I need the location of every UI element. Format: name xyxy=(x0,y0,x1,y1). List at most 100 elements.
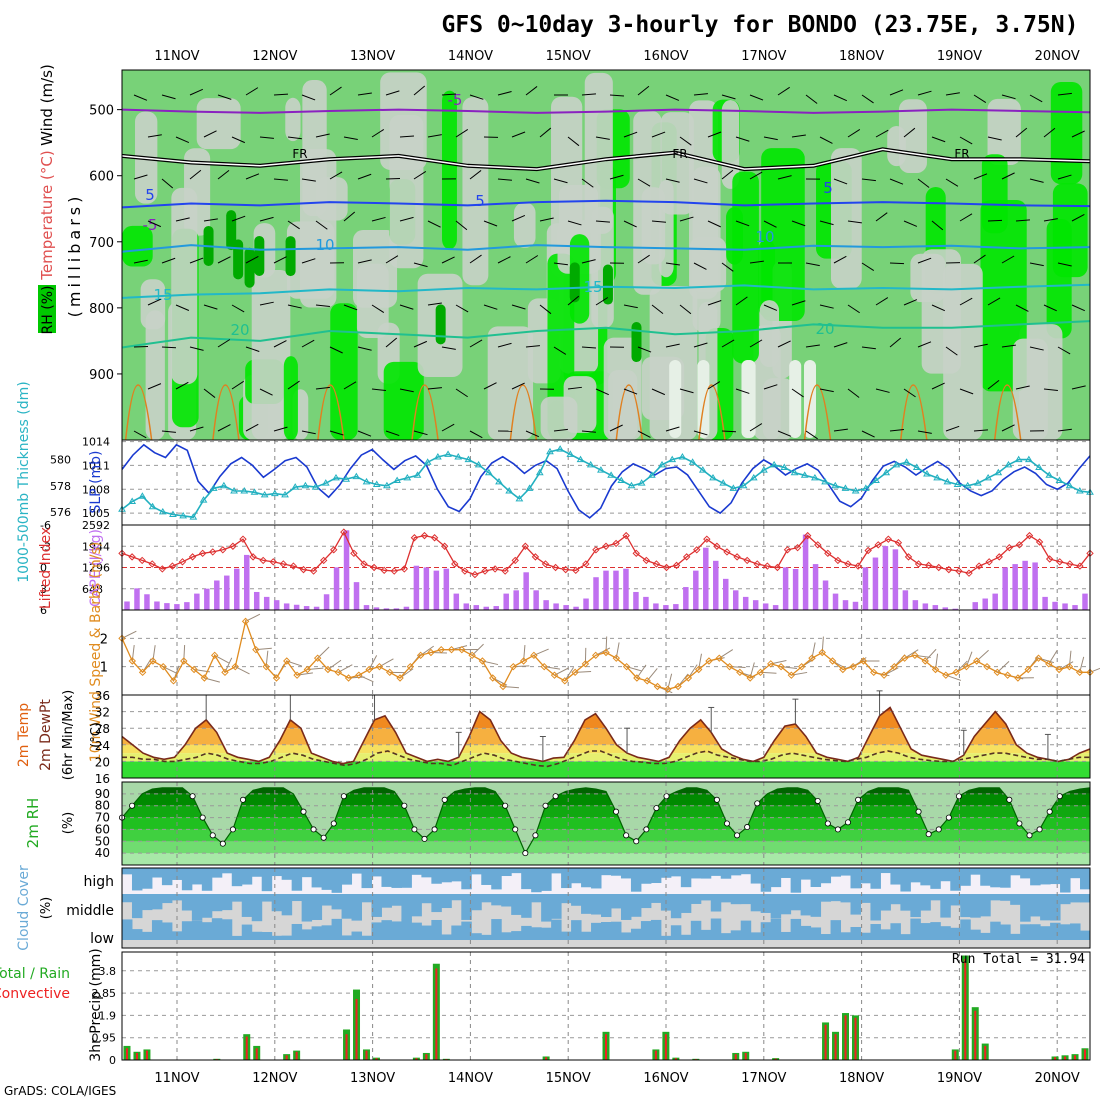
cloud-low-cell xyxy=(551,919,562,940)
wind-speed-marker xyxy=(674,682,682,691)
wind-barb xyxy=(483,220,498,227)
thickness-marker xyxy=(209,484,218,491)
wind-barb xyxy=(651,304,664,315)
thickness-marker xyxy=(963,481,972,489)
wind-speed-marker xyxy=(375,662,384,671)
cloud-high-cell xyxy=(161,868,173,886)
wind-barb xyxy=(371,304,385,313)
cape-bar xyxy=(204,588,210,610)
thickness-marker xyxy=(994,468,1003,476)
thickness-marker xyxy=(1045,471,1054,478)
wind-barb xyxy=(1001,255,1015,264)
wind-barb xyxy=(1071,130,1085,138)
cloud-mid-cell xyxy=(840,894,851,903)
cloud-mid-cell xyxy=(591,894,602,915)
cloud-mid-cell xyxy=(750,894,762,912)
wind-barb xyxy=(679,216,694,222)
wind-speed-marker xyxy=(787,671,796,679)
rh-region xyxy=(689,237,727,292)
li-marker xyxy=(471,570,479,579)
cloud-low-cell xyxy=(211,918,223,940)
cloud-high-cell xyxy=(890,868,901,885)
thickness-marker xyxy=(281,490,289,498)
thickness-marker xyxy=(851,487,860,494)
rh-region xyxy=(1012,338,1048,440)
wind-barb xyxy=(203,130,217,138)
cloud-high-cell xyxy=(610,868,622,876)
wind-barb xyxy=(973,254,986,264)
wind-speed-marker xyxy=(355,671,363,679)
rh-region xyxy=(462,97,489,286)
cloud-mid-cell xyxy=(700,894,712,901)
cloud-high-cell xyxy=(880,868,891,874)
wind-barb xyxy=(273,426,288,432)
wind-barb xyxy=(301,94,316,101)
li-marker xyxy=(440,542,449,550)
cloud-high-cell xyxy=(441,868,452,883)
cloud-mid-cell xyxy=(980,894,991,917)
wind-barb xyxy=(581,93,596,96)
cloud-low-cell xyxy=(181,921,193,940)
cloud-high-cell xyxy=(850,868,861,889)
precip-convective-bar xyxy=(824,1024,827,1060)
wind-speed-marker xyxy=(715,654,723,662)
wind-barb xyxy=(959,136,973,145)
wind-speed-marker xyxy=(241,617,250,626)
li-marker xyxy=(168,562,177,570)
li-marker xyxy=(319,556,328,565)
wind-speed-marker xyxy=(210,651,219,660)
li-marker xyxy=(622,531,630,540)
cloud-low-cell xyxy=(720,933,732,940)
wind-barb xyxy=(833,94,848,102)
cloud-mid-cell xyxy=(181,894,193,911)
cloud-mid-cell xyxy=(780,894,792,915)
cloud-low-cell xyxy=(780,931,792,940)
cloud-mid-cell xyxy=(1030,894,1041,917)
wind-barb xyxy=(805,344,820,348)
thickness-marker xyxy=(464,455,473,463)
wind-barb xyxy=(819,136,833,144)
li-marker xyxy=(854,562,862,570)
rh-tick-label: 80 xyxy=(95,799,110,813)
wind-barb xyxy=(763,136,778,141)
instability-contour xyxy=(900,384,928,441)
cloud-low-cell xyxy=(980,932,991,940)
isotherm-label: 5 xyxy=(823,179,833,197)
cloud-mid-cell xyxy=(371,894,382,917)
wind-speed-marker xyxy=(962,662,971,671)
precip-convective-bar xyxy=(774,1058,777,1060)
rh-region xyxy=(140,279,166,330)
date-label-top: 16NOV xyxy=(643,49,688,64)
rh-marker xyxy=(330,820,337,827)
li-marker xyxy=(269,558,277,566)
thickness-marker xyxy=(739,481,748,489)
rh-marker xyxy=(512,826,519,833)
li-marker xyxy=(178,558,187,566)
thickness-axis-label: 1000-500mb Thickness (dm) xyxy=(16,381,32,582)
wind-barb xyxy=(595,220,610,223)
rh-region xyxy=(641,187,666,265)
cloud-high-cell xyxy=(1010,868,1021,876)
wind-barb xyxy=(861,262,875,272)
wind-barb xyxy=(315,304,330,307)
wind-barb xyxy=(217,424,231,432)
wind-barb xyxy=(399,216,414,222)
cloud-mid-cell xyxy=(820,894,832,902)
wind-barb xyxy=(357,430,372,437)
instability-contour xyxy=(615,384,644,441)
thickness-marker xyxy=(556,445,565,452)
cloud-high-cell xyxy=(790,868,802,893)
li-marker xyxy=(965,569,973,577)
cloud-high-cell xyxy=(211,868,223,878)
wind-barb xyxy=(259,216,274,222)
cloud-low-cell xyxy=(411,922,422,940)
cape-bar xyxy=(922,603,929,610)
li-marker xyxy=(330,546,338,554)
cloud-high-cell xyxy=(221,868,233,874)
cloud-low-cell xyxy=(830,920,842,940)
isotherm-line xyxy=(121,108,1091,114)
li-tick-label: 3 xyxy=(40,583,47,596)
wind-barb xyxy=(833,342,848,348)
cloud-low-cell xyxy=(401,918,412,940)
